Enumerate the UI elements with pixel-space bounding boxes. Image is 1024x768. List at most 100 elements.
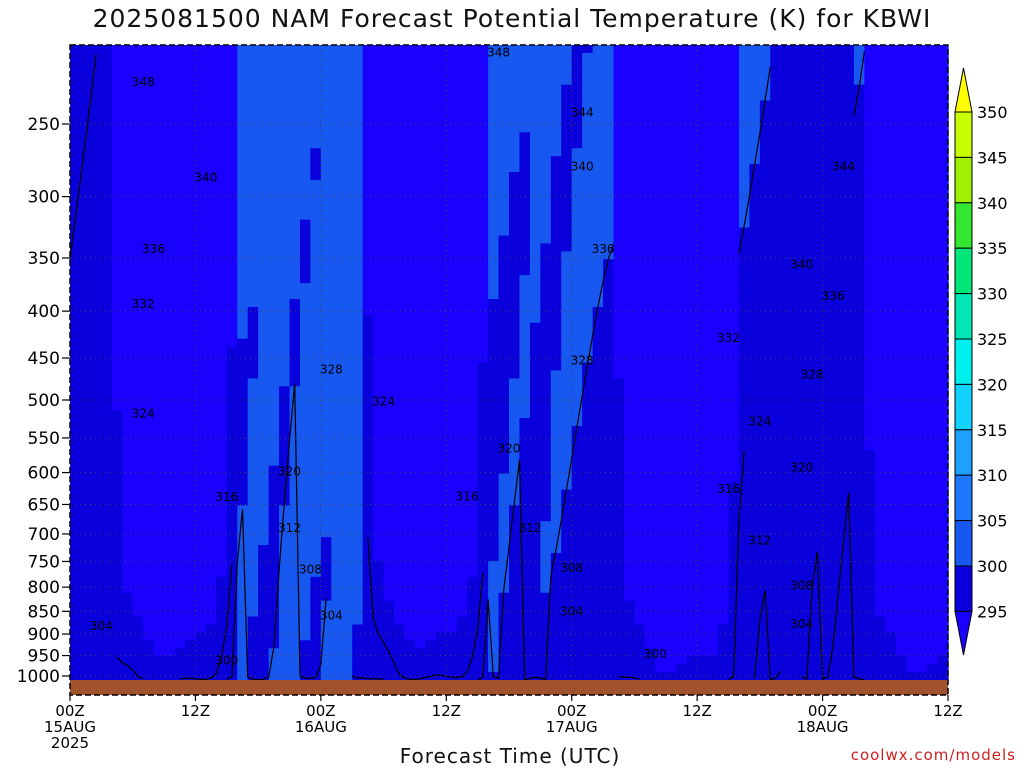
colorbar: 350 345 340 335 330 325 320 315 310 305 300 295 (954, 67, 1008, 656)
colorbar-label: 315 (977, 421, 1008, 440)
colorbar-label: 300 (977, 557, 1008, 576)
grid-lines (70, 45, 948, 680)
contour-label: 336 (142, 242, 165, 256)
colorbar-segment (954, 429, 973, 476)
contour-label: 324 (132, 406, 155, 420)
x-tick-label: 00Z (55, 702, 84, 720)
theta-filled-contours (70, 45, 949, 681)
colorbar-label: 310 (977, 466, 1008, 485)
y-tick-label: 950 (28, 647, 60, 667)
y-axis: 250 300 350 400 450 500 550 600 650 700 750 800 850 9… (17, 115, 70, 687)
y-tick-label: 900 (28, 625, 60, 645)
contour-label: 344 (832, 159, 855, 173)
contour-label: 304 (90, 619, 113, 633)
contour-label: 328 (801, 368, 824, 382)
colorbar-segment (954, 520, 973, 567)
colorbar-label: 325 (977, 330, 1008, 349)
contour-label: 308 (560, 561, 583, 575)
colorbar-segment (954, 247, 973, 295)
colorbar-label: 335 (977, 239, 1008, 258)
isentrope-300 (226, 51, 865, 681)
y-tick-label: 250 (28, 115, 60, 135)
contour-label: 340 (790, 258, 813, 272)
colorbar-segment (954, 202, 973, 249)
contour-label: 328 (320, 362, 343, 376)
colorbar-extend-bottom (954, 610, 973, 656)
colorbar-label: 295 (977, 602, 1008, 621)
colorbar-segment (954, 474, 973, 522)
ground-strip (70, 680, 948, 695)
contour-label: 328 (571, 354, 594, 368)
colorbar-label: 350 (977, 103, 1008, 122)
colorbar-segment (954, 565, 973, 612)
x-tick-label: 12Z (181, 702, 210, 720)
colorbar-segment (954, 111, 973, 158)
y-tick-label: 400 (28, 302, 60, 322)
contour-label: 304 (790, 617, 813, 631)
contour-label: 320 (790, 460, 813, 474)
contour-label: 348 (487, 46, 510, 60)
y-tick-label: 700 (28, 525, 60, 545)
contour-label: 320 (278, 464, 301, 478)
x-tick-label: 12Z (933, 702, 962, 720)
colorbar-label: 340 (977, 194, 1008, 213)
plot-frame (69, 44, 949, 696)
contour-label: 312 (748, 534, 771, 548)
colorbar-label: 345 (977, 148, 1008, 167)
x-tick-label: 00Z (808, 702, 837, 720)
chart-title: 2025081500 NAM Forecast Potential Temper… (92, 4, 932, 33)
contour-label: 308 (299, 562, 322, 576)
x-tick-label: 2025 (51, 734, 89, 752)
x-tick-label: 17AUG (546, 718, 598, 736)
contour-label: 336 (822, 289, 845, 303)
colorbar-extend-top (954, 67, 973, 113)
credit-link[interactable]: coolwx.com/models (850, 746, 1016, 764)
x-tick-label: 16AUG (295, 718, 347, 736)
contour-label: 332 (132, 297, 155, 311)
contour-label: 324 (372, 395, 395, 409)
colorbar-label: 320 (977, 375, 1008, 394)
y-tick-label: 650 (28, 495, 60, 515)
y-tick-label: 750 (28, 552, 60, 572)
y-tick-label: 300 (28, 188, 60, 208)
colorbar-label: 305 (977, 512, 1008, 531)
contour-label: 304 (560, 604, 583, 618)
contour-label: 316 (717, 482, 740, 496)
contour-label: 344 (571, 106, 594, 120)
colorbar-segment (954, 293, 973, 340)
colorbar-segment (954, 338, 973, 385)
contour-label: 304 (320, 608, 343, 622)
isentrope-lines (69, 51, 865, 681)
x-axis-label: Forecast Time (UTC) (399, 744, 621, 768)
y-tick-label: 350 (28, 249, 60, 269)
isentrope-298 (69, 54, 865, 681)
contour-label: 340 (194, 171, 217, 185)
y-tick-label: 450 (28, 349, 60, 369)
contour-label: 332 (717, 331, 740, 345)
y-tick-label: 600 (28, 464, 60, 484)
contour-label: 312 (518, 521, 541, 535)
x-tick-label: 00Z (557, 702, 586, 720)
x-tick-label: 12Z (432, 702, 461, 720)
contour-label: 348 (132, 75, 155, 89)
contour-label: 324 (748, 415, 771, 429)
contour-label: 308 (790, 579, 813, 593)
x-tick-label: 18AUG (797, 718, 849, 736)
y-tick-label: 500 (28, 391, 60, 411)
x-tick-label: 12Z (682, 702, 711, 720)
colorbar-label: 330 (977, 285, 1008, 304)
contour-label: 336 (592, 242, 615, 256)
contour-label: 316 (456, 489, 479, 503)
x-tick-label: 15AUG (44, 718, 96, 736)
contour-label: 320 (498, 442, 521, 456)
contour-label: 340 (571, 159, 594, 173)
contour-labels: 348 348 344 344 340 340 340 336 336 336 332 332 328 3… (90, 46, 855, 668)
x-tick-label: 00Z (306, 702, 335, 720)
contour-label: 300 (644, 647, 667, 661)
colorbar-segment (954, 156, 973, 204)
contour-label: 316 (215, 490, 238, 504)
y-tick-label: 800 (28, 578, 60, 598)
contour-label: 312 (278, 521, 301, 535)
y-tick-label: 1000 (17, 667, 60, 687)
